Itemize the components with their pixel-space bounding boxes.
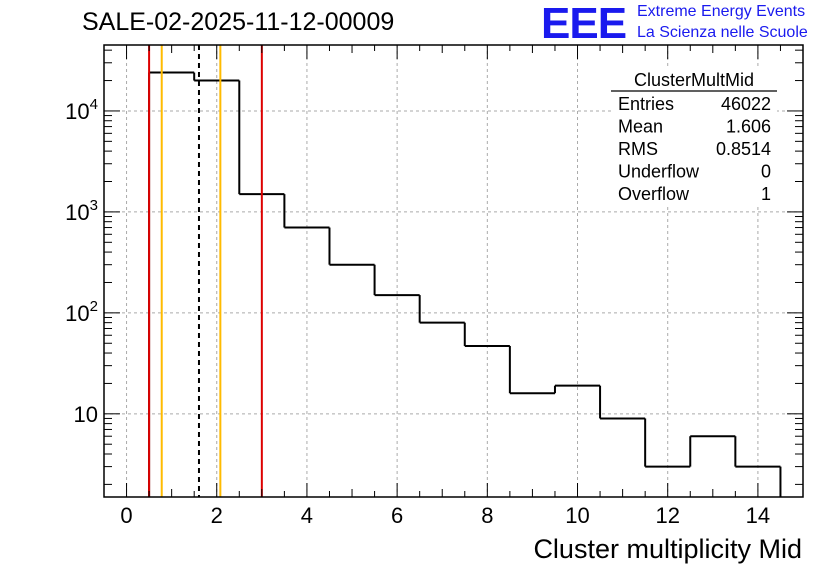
stats-label: Entries [618,94,674,114]
eee-logo-line1: Extreme Energy Events [637,3,806,20]
x-tick-label: 14 [746,503,770,528]
eee-logo: EEE [541,0,627,48]
stats-box: ClusterMultMid Entries 46022 Mean 1.606 RMS 0.… [611,66,777,206]
stats-label: RMS [618,139,658,159]
stats-box-title: ClusterMultMid [634,70,754,90]
stats-value: 1.606 [726,117,771,137]
x-tick-label: 8 [481,503,493,528]
stats-value: 46022 [721,94,771,114]
stats-label: Overflow [618,184,690,204]
x-tick-label: 12 [655,503,679,528]
x-tick-label: 2 [211,503,223,528]
y-tick-label: 104 [65,96,98,124]
chart-title: SALE-02-2025-11-12-00009 [82,8,395,36]
stats-value: 0 [761,162,771,182]
y-tick-label: 103 [65,197,98,225]
x-axis-label: Cluster multiplicity Mid [533,534,802,564]
y-tick-label: 10 [74,402,98,427]
stats-value: 1 [761,184,771,204]
y-tick-label: 102 [65,298,98,326]
stats-box-background [611,66,777,206]
x-tick-label: 6 [391,503,403,528]
marker-lines-layer [148,45,263,497]
x-tick-label: 10 [565,503,589,528]
stats-label: Mean [618,117,663,137]
stats-label: Underflow [618,162,700,182]
plot-frame [103,44,804,498]
x-tick-label: 4 [301,503,313,528]
x-tick-label: 0 [120,503,132,528]
eee-logo-line2: La Scienza nelle Scuole [637,24,808,41]
stats-value: 0.8514 [716,139,771,159]
